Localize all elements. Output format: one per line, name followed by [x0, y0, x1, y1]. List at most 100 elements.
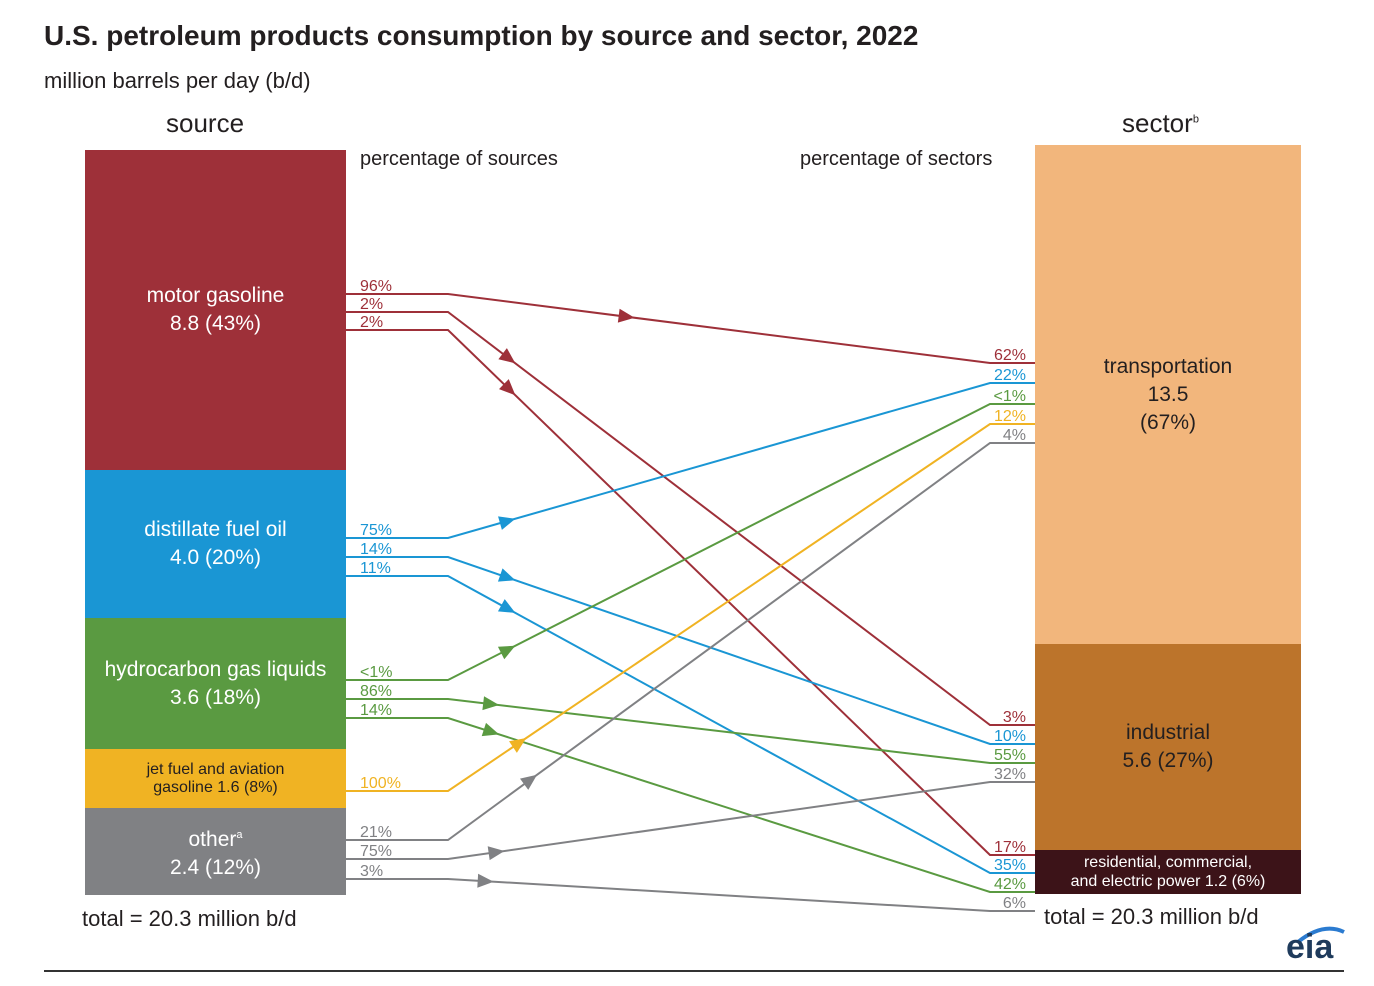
source-header: source — [166, 108, 245, 138]
source-name: hydrocarbon gas liquids — [104, 657, 327, 681]
flow-arrow-icon — [498, 379, 516, 396]
source-value: 2.4 (12%) — [169, 856, 262, 879]
sector-percentage-label: 35% — [994, 857, 1026, 874]
source-box-distillate-fuel-oil: distillate fuel oil 4.0 (20%) — [85, 470, 346, 618]
flow-arrow-icon — [497, 645, 516, 660]
flow-5: 11% 35% — [346, 560, 1035, 874]
flow-line — [346, 575, 1035, 874]
source-percentage-label: <1% — [360, 664, 392, 681]
sector-box-transportation: transportation 13.5 (67%) — [1035, 145, 1301, 644]
source-percentage-label: 86% — [360, 683, 392, 700]
flow-arrow-icon — [498, 348, 516, 364]
source-percentage-label: 3% — [360, 863, 383, 880]
source-box-hydrocarbon-gas-liquids: hydrocarbon gas liquids 3.6 (18%) — [85, 618, 346, 749]
source-value: 8.8 (43%) — [169, 312, 262, 335]
source-percentage-label: 11% — [360, 560, 391, 577]
sector-percentage-label: 12% — [994, 408, 1026, 425]
source-percentage-label: 100% — [360, 775, 401, 792]
flow-arrow-icon — [497, 599, 516, 613]
flow-line — [346, 311, 1035, 726]
source-percentage-label: 2% — [360, 314, 383, 331]
flow-12: 3% 6% — [346, 863, 1035, 912]
sector-value: 13.5 — [1147, 382, 1189, 406]
source-name-text: other — [188, 828, 237, 851]
source-percentage-label: 2% — [360, 296, 383, 313]
sector-box-industrial: industrial 5.6 (27%) — [1035, 644, 1301, 850]
source-footnote: a — [236, 829, 243, 841]
flow-arrow-icon — [482, 696, 500, 711]
source-percentage-label: 21% — [360, 824, 392, 841]
source-name: jet fuel and aviation — [146, 760, 285, 778]
flow-line — [346, 382, 1035, 539]
sector-percentage-label: 4% — [1003, 427, 1026, 444]
flow-6: <1% <1% — [346, 388, 1035, 681]
sector-name: transportation — [1103, 354, 1233, 378]
flow-arrow-icon — [498, 516, 516, 530]
flow-3: 75% 22% — [346, 367, 1035, 539]
sector-percentage-label: 22% — [994, 367, 1026, 384]
percentage-of-sources-label: percentage of sources — [360, 148, 558, 170]
eia-swoosh-icon — [1296, 926, 1345, 944]
source-name: othera — [189, 821, 243, 854]
flow-8: 14% 42% — [346, 702, 1035, 893]
flow-arrow-icon — [481, 722, 500, 737]
source-name: motor gasoline — [146, 284, 285, 307]
sector-value: 5.6 (27%) — [1122, 749, 1214, 772]
sector-percentage-label: 17% — [994, 839, 1026, 856]
source-percentage-label: 14% — [360, 541, 392, 558]
source-percentage-label: 96% — [360, 278, 392, 295]
total-left: total = 20.3 million b/d — [82, 906, 297, 931]
source-value: 4.0 (20%) — [169, 546, 262, 569]
flow-arrow-icon — [617, 308, 635, 323]
flow-0: 96% 62% — [346, 278, 1035, 364]
flow-arrow-icon — [477, 873, 494, 888]
flow-line — [346, 781, 1035, 860]
sector-percentage-label: <1% — [994, 388, 1026, 405]
flow-arrow-icon — [487, 846, 505, 861]
source-box-motor-gasoline: motor gasoline 8.8 (43%) — [85, 150, 346, 470]
flow-line — [346, 329, 1035, 856]
source-percentage-label: 75% — [360, 522, 392, 539]
flow-line — [346, 556, 1035, 745]
source-value: 3.6 (18%) — [169, 685, 262, 709]
sector-header-footnote: b — [1192, 113, 1199, 126]
source-value: gasoline 1.6 (8%) — [153, 778, 278, 796]
sector-name: industrial — [1125, 721, 1211, 744]
flow-9: 100% 12% — [346, 408, 1035, 792]
sector-share: (67%) — [1139, 410, 1197, 434]
flow-1: 2% 3% — [346, 296, 1035, 726]
source-percentage-label: 14% — [360, 702, 392, 719]
source-name: distillate fuel oil — [144, 518, 287, 541]
flow-line — [346, 878, 1035, 912]
sector-percentage-label: 62% — [994, 347, 1026, 364]
flow-arrow-icon — [519, 774, 538, 790]
page-title: U.S. petroleum products consumption by s… — [44, 20, 919, 51]
sector-percentage-label: 55% — [994, 747, 1026, 764]
sector-percentage-label: 3% — [1003, 709, 1026, 726]
sector-value: and electric power 1.2 (6%) — [1070, 873, 1266, 890]
eia-logo: eia — [1286, 928, 1334, 966]
flow-line — [346, 293, 1035, 364]
flow-10: 21% 4% — [346, 427, 1035, 841]
flow-line — [346, 442, 1035, 841]
sector-percentage-label: 6% — [1003, 895, 1026, 912]
sector-percentage-label: 32% — [994, 766, 1026, 783]
source-box-jet-fuel: jet fuel and aviation gasoline 1.6 (8%) — [85, 749, 346, 808]
flow-line — [346, 403, 1035, 681]
total-right: total = 20.3 million b/d — [1044, 904, 1259, 929]
source-box-other: othera 2.4 (12%) — [85, 808, 346, 895]
percentage-of-sectors-label: percentage of sectors — [800, 148, 993, 170]
flow-line — [346, 698, 1035, 764]
flow-4: 14% 10% — [346, 541, 1035, 745]
page-subtitle: million barrels per day (b/d) — [44, 68, 311, 93]
sector-percentage-label: 42% — [994, 876, 1026, 893]
flow-arrow-icon — [497, 568, 516, 582]
footer-rule — [44, 970, 1344, 972]
flow-11: 75% 32% — [346, 766, 1035, 861]
flow-line — [346, 423, 1035, 792]
flow-line — [346, 717, 1035, 893]
flow-7: 86% 55% — [346, 683, 1035, 764]
sector-percentage-label: 10% — [994, 728, 1026, 745]
flow-2: 2% 17% — [346, 314, 1035, 856]
